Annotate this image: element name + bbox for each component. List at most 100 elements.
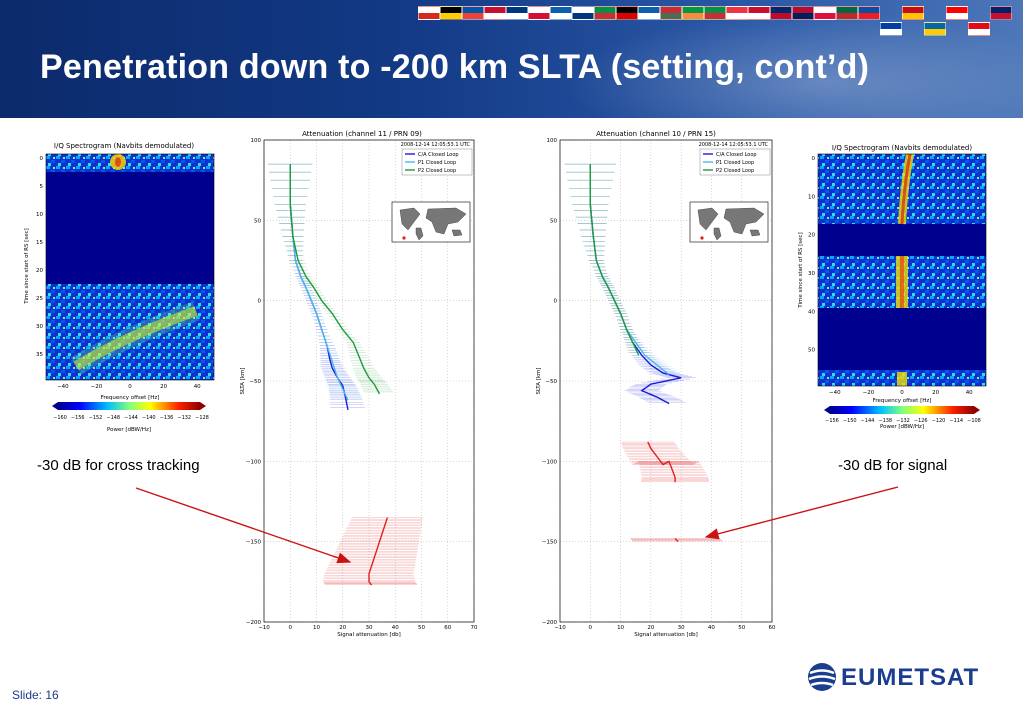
spectrogram-xtick: 20 bbox=[160, 384, 167, 390]
spectrogram-xtick: −20 bbox=[863, 390, 875, 396]
slide-header: Penetration down to -200 km SLTA (settin… bbox=[0, 0, 1023, 118]
flag-icon bbox=[990, 6, 1012, 20]
series-line bbox=[647, 441, 676, 483]
series-line bbox=[589, 164, 640, 356]
colorbar-tick: −144 bbox=[861, 418, 875, 424]
series-line bbox=[368, 517, 389, 586]
flag-icon bbox=[462, 6, 484, 20]
colorbar-ticks: −156 −150 −144 −138 −132 −126 −120 −114 −108 bbox=[825, 418, 981, 424]
y-tick-label: −200 bbox=[246, 620, 262, 626]
y-tick-label: −150 bbox=[542, 540, 558, 546]
occultation-location-marker bbox=[700, 236, 704, 240]
occultation-location-marker bbox=[402, 236, 406, 240]
spectrogram-xtick: −20 bbox=[91, 384, 103, 390]
flag-icon bbox=[594, 6, 616, 20]
colorbar-tick: −148 bbox=[106, 415, 120, 421]
x-tick-label: 30 bbox=[366, 625, 373, 631]
x-tick-label: 60 bbox=[769, 625, 776, 631]
x-tick-label: 40 bbox=[392, 625, 399, 631]
flag-icon bbox=[770, 6, 792, 20]
flag-icon bbox=[726, 6, 748, 20]
spectrogram-xtick: −40 bbox=[57, 384, 69, 390]
spectrogram-image bbox=[45, 153, 215, 381]
y-tick-label: −50 bbox=[249, 379, 261, 385]
logo-text: EUMETSAT bbox=[841, 664, 980, 691]
land-shape bbox=[713, 227, 722, 241]
spectrogram-xticks: −40 −20 0 20 40 bbox=[829, 390, 973, 396]
y-tick-label: −100 bbox=[246, 459, 262, 465]
colorbar-tick: −132 bbox=[177, 415, 191, 421]
colorbar-tick: −152 bbox=[89, 415, 103, 421]
spectrogram-ytick: 50 bbox=[808, 348, 815, 354]
spectrogram-xlabel: Frequency offset [Hz] bbox=[873, 398, 932, 404]
spectrogram-ytick: 15 bbox=[36, 240, 43, 246]
y-tick-label: −50 bbox=[545, 379, 557, 385]
y-tick-label: 0 bbox=[258, 299, 262, 305]
flag-icon bbox=[506, 6, 528, 20]
colorbar-tick: −150 bbox=[843, 418, 857, 424]
flag-icon bbox=[616, 6, 638, 20]
land-shape bbox=[399, 207, 421, 231]
flag-icon bbox=[748, 6, 770, 20]
colorbar bbox=[52, 402, 206, 410]
flag-icon bbox=[682, 6, 704, 20]
flag-icon bbox=[902, 6, 924, 20]
series-line bbox=[589, 164, 670, 376]
country-flags-strip bbox=[418, 6, 1018, 40]
colorbar-tick: −108 bbox=[967, 418, 981, 424]
y-tick-label: −200 bbox=[542, 620, 558, 626]
x-tick-label: 10 bbox=[617, 625, 624, 631]
legend-label: C/A Closed Loop bbox=[418, 152, 459, 158]
flag-icon bbox=[704, 6, 726, 20]
right-figure-panel: Attenuation (channel 10 / PRN 15) −10 0 10… bbox=[530, 126, 1008, 646]
x-tick-label: 0 bbox=[289, 625, 293, 631]
colorbar-tick: −132 bbox=[896, 418, 910, 424]
y-tick-label: 50 bbox=[550, 218, 557, 224]
x-tick-label: 30 bbox=[678, 625, 685, 631]
flag-icon bbox=[946, 6, 968, 20]
chart-title: Attenuation (channel 10 / PRN 15) bbox=[596, 130, 716, 138]
series-line bbox=[589, 164, 682, 405]
plot-frame bbox=[559, 139, 773, 623]
flag-icon bbox=[638, 6, 660, 20]
colorbar bbox=[824, 406, 980, 414]
spectrogram-xtick: 20 bbox=[932, 390, 939, 396]
x-axis-label: Signal attenuation [db] bbox=[634, 632, 698, 638]
attenuation-chart: −10 0 10 20 30 40 50 60 70100500−50−100−150−200S… bbox=[240, 138, 478, 638]
spectrogram-yticks: 0 10 20 30 40 50 bbox=[808, 156, 816, 354]
annotation-signal: -30 dB for signal bbox=[838, 457, 948, 474]
legend-label: P2 Closed Loop bbox=[418, 168, 456, 174]
flag-icon bbox=[572, 6, 594, 20]
y-tick-label: 100 bbox=[547, 138, 558, 144]
colorbar-tick: −156 bbox=[825, 418, 839, 424]
spectrogram-xticks: −40 −20 0 20 40 bbox=[57, 384, 201, 390]
flag-icon bbox=[858, 6, 880, 20]
colorbar-tick: −114 bbox=[949, 418, 963, 424]
x-tick-label: −10 bbox=[554, 625, 566, 631]
colorbar-tick: −156 bbox=[71, 415, 85, 421]
spectrogram-ytick: 30 bbox=[808, 271, 815, 277]
x-tick-label: 20 bbox=[647, 625, 654, 631]
flag-icon bbox=[484, 6, 506, 20]
legend-label: P1 Closed Loop bbox=[716, 160, 754, 166]
x-tick-label: 40 bbox=[708, 625, 715, 631]
flag-icon bbox=[924, 22, 946, 36]
spectrogram-ytick: 35 bbox=[36, 352, 43, 358]
flag-icon bbox=[814, 6, 836, 20]
legend-label: P2 Closed Loop bbox=[716, 168, 754, 174]
spectrogram-xtick: 40 bbox=[966, 390, 973, 396]
legend-label: C/A Closed Loop bbox=[716, 152, 757, 158]
x-tick-label: 60 bbox=[444, 625, 451, 631]
spectrogram-ytick: 30 bbox=[36, 324, 43, 330]
colorbar-tick: −136 bbox=[160, 415, 174, 421]
series-line bbox=[674, 537, 679, 543]
spectrogram-xlabel: Frequency offset [Hz] bbox=[101, 395, 160, 401]
chart-title: Attenuation (channel 11 / PRN 09) bbox=[302, 130, 422, 138]
spectrogram-ytick: 0 bbox=[812, 156, 816, 162]
y-tick-label: −150 bbox=[246, 540, 262, 546]
spectrogram-ylabel: Time since start of RS [sec] bbox=[24, 228, 30, 304]
spectrogram-ytick: 10 bbox=[36, 212, 43, 218]
flag-icon bbox=[660, 6, 682, 20]
series-line bbox=[289, 164, 381, 395]
spectrogram-ytick: 10 bbox=[808, 194, 815, 200]
